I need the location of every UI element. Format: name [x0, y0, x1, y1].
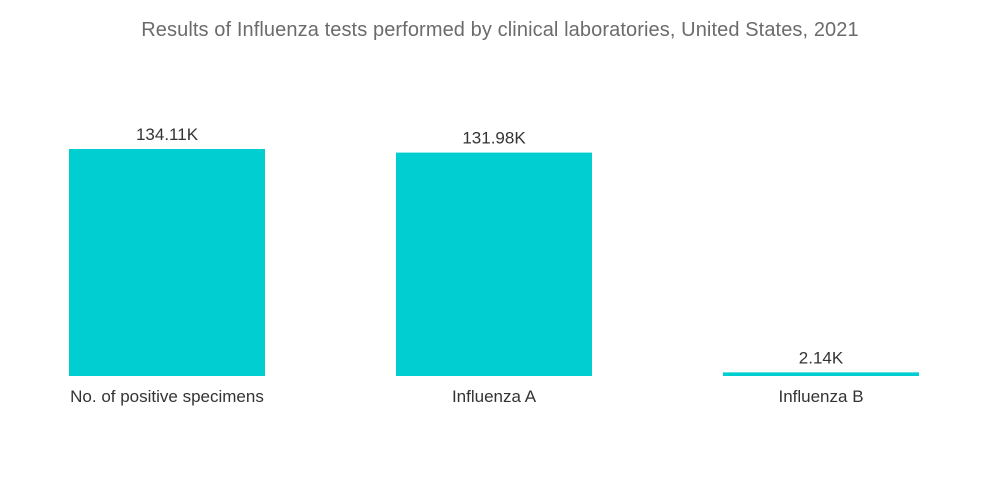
bar-value-label: 131.98K — [462, 129, 526, 148]
chart-title: Results of Influenza tests performed by … — [141, 19, 859, 41]
category-label: Influenza A — [452, 387, 537, 406]
category-label: Influenza B — [778, 387, 863, 406]
category-label: No. of positive specimens — [70, 387, 264, 406]
category-labels-group: No. of positive specimens Influenza A Infl… — [70, 387, 863, 406]
bar-value-label: 2.14K — [799, 348, 844, 367]
bars-group — [69, 149, 919, 376]
bar-0 — [69, 149, 265, 376]
bar-1 — [396, 152, 592, 376]
bar-value-label: 134.11K — [136, 125, 199, 144]
value-labels-group: 134.11K 131.98K 2.14K — [136, 125, 844, 367]
bar-2 — [723, 372, 919, 376]
